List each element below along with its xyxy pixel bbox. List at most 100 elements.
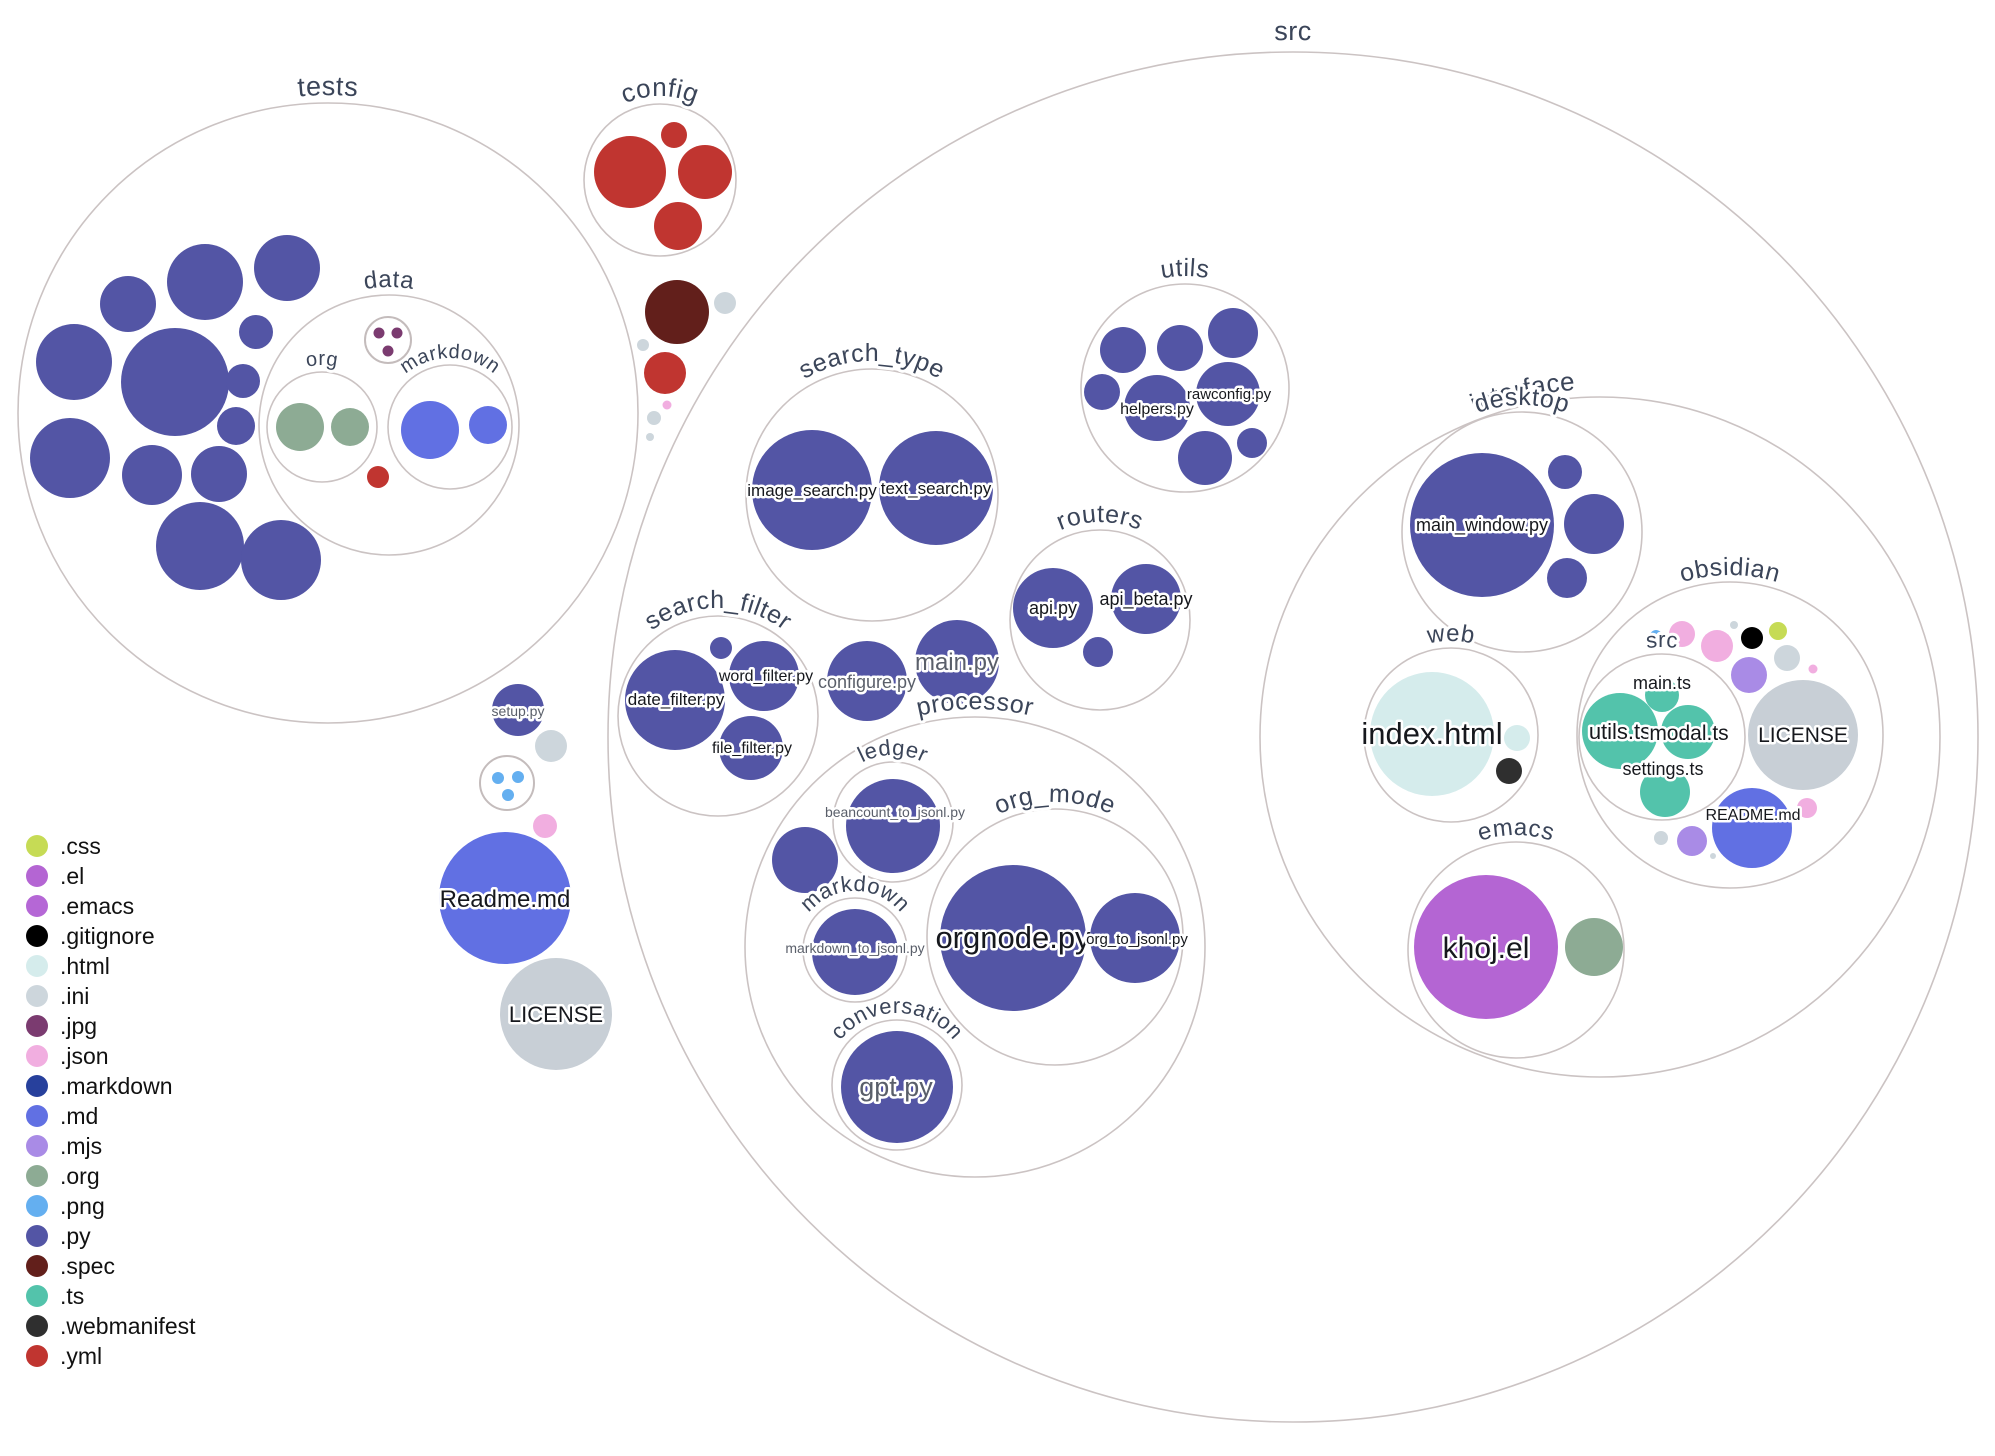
legend-label-spec: .spec — [60, 1253, 115, 1279]
legend-swatch-org — [26, 1165, 48, 1187]
legend-row: .gitignore — [26, 923, 155, 949]
file-circle-py — [1083, 637, 1113, 667]
file-circle-settings-ts — [1640, 767, 1690, 817]
file-circle-py — [191, 446, 247, 502]
file-circle-beancount — [846, 779, 940, 873]
dir-data-label: data — [362, 266, 416, 295]
file-circle-gitignore — [1741, 627, 1763, 649]
file-label-text-search: text_search.py — [881, 479, 992, 498]
file-label-api: api.py — [1029, 598, 1077, 618]
dir-utils-label: utils — [1159, 254, 1212, 284]
file-circle-py — [1547, 558, 1587, 598]
file-circle-jpg — [391, 327, 403, 339]
dir-config: config — [583, 69, 737, 257]
file-circle-yml — [367, 466, 389, 488]
file-circle-main-ts — [1645, 678, 1679, 712]
file-circle-text-search — [879, 431, 993, 545]
file-label-org-to-jsonl: org_to_jsonl.py — [1086, 931, 1188, 948]
file-circle-webmanifest — [1496, 758, 1522, 784]
dir-obsidian-src: src main.ts utils.ts modal.ts settings.t… — [1578, 624, 1746, 821]
file-circle-ini — [637, 339, 649, 351]
file-circle-yml — [661, 122, 687, 148]
file-circle-py — [36, 324, 112, 400]
file-circle-py — [1178, 431, 1232, 485]
file-circle-mjs — [1677, 826, 1707, 856]
dir-data-images — [364, 316, 412, 364]
legend-row: .ini — [26, 983, 89, 1009]
file-circle-utils-ts — [1582, 693, 1658, 769]
legend-label-png: .png — [60, 1193, 105, 1219]
file-label-date-filter: date_filter.py — [628, 690, 725, 709]
file-circle-py — [1564, 494, 1624, 554]
file-circle-api — [1013, 568, 1093, 648]
legend-swatch-py — [26, 1225, 48, 1247]
legend-row: .yml — [26, 1343, 102, 1369]
file-label-rawconfig: rawconfig.py — [1187, 386, 1272, 403]
dir-tests: tests data — [17, 68, 639, 724]
legend-row: .emacs — [26, 893, 134, 919]
file-circle-image-search — [752, 430, 872, 550]
legend-row: .jpg — [26, 1013, 97, 1039]
legend-swatch-ini — [26, 985, 48, 1007]
file-circle-png — [502, 789, 514, 801]
file-circle-license — [500, 958, 612, 1070]
file-circle-khoj-el — [1414, 875, 1558, 1019]
file-circle-orgnode — [940, 865, 1086, 1011]
dir-processor-markdown: markdown markdown_to_jsonl.py — [783, 868, 927, 1003]
file-label-readme-md: Readme.md — [440, 886, 571, 913]
file-circle-word-filter — [729, 641, 799, 711]
file-label-obsidian-readme: README.md — [1705, 807, 1800, 824]
legend-swatch-gitignore — [26, 925, 48, 947]
file-circle-ini — [1654, 831, 1668, 845]
file-circle-obsidian-license — [1748, 680, 1858, 790]
legend-row: .el — [26, 863, 84, 889]
legend-row: .mjs — [26, 1133, 102, 1159]
file-circle-py — [239, 315, 273, 349]
dir-web-label: web — [1424, 620, 1477, 650]
file-label-utils-ts: utils.ts — [1589, 719, 1651, 744]
legend-swatch-emacs — [26, 895, 48, 917]
file-circle-org — [331, 408, 369, 446]
legend-swatch-markdown — [26, 1075, 48, 1097]
dir-interface: interface desktop main_window.py web ind… — [1259, 363, 1941, 1078]
legend-swatch-png — [26, 1195, 48, 1217]
legend-swatch-el — [26, 865, 48, 887]
dir-processor: processor ledger beancount_to_jsonl.py m… — [744, 684, 1206, 1178]
file-circle-py — [122, 445, 182, 505]
file-circle-yml — [678, 145, 732, 199]
legend-row: .webmanifest — [26, 1313, 196, 1339]
file-circle-yml — [594, 136, 666, 208]
file-circle-py — [100, 276, 156, 332]
legend-label-mjs: .mjs — [60, 1133, 102, 1159]
root-files: setup.py Readme.md LICENSE — [437, 280, 736, 1070]
legend-row: .ts — [26, 1283, 84, 1309]
file-circle-png — [1650, 630, 1662, 642]
file-circle-ini — [535, 730, 567, 762]
dir-web: web index.html — [1359, 617, 1539, 823]
legend-swatch-ts — [26, 1285, 48, 1307]
file-circle-ini — [1730, 621, 1738, 629]
legend-swatch-spec — [26, 1255, 48, 1277]
file-circle-png — [512, 771, 524, 783]
legend-row: .json — [26, 1043, 109, 1069]
file-circle-py — [1208, 308, 1258, 358]
file-circle-yml — [654, 202, 702, 250]
file-label-markdown-to-jsonl: markdown_to_jsonl.py — [785, 940, 924, 956]
legend-label-css: .css — [60, 833, 101, 859]
tests-python-files — [30, 235, 321, 600]
file-circle-helpers — [1124, 375, 1190, 441]
file-circle-file-filter — [719, 716, 783, 780]
file-label-file-filter: file_filter.py — [712, 740, 792, 757]
legend-swatch-md — [26, 1105, 48, 1127]
file-circle-markdown-to-jsonl — [812, 909, 898, 995]
legend-swatch-jpg — [26, 1015, 48, 1037]
dir-routers: routers api.py api_beta.py — [1009, 497, 1195, 711]
file-circle-py — [241, 520, 321, 600]
legend-row: .org — [26, 1163, 100, 1189]
legend-swatch-mjs — [26, 1135, 48, 1157]
file-label-main-py: main.py — [915, 649, 999, 676]
file-circle-org-to-jsonl — [1090, 893, 1180, 983]
dir-data-org: org — [266, 345, 378, 483]
file-circle-jpg — [373, 327, 385, 339]
